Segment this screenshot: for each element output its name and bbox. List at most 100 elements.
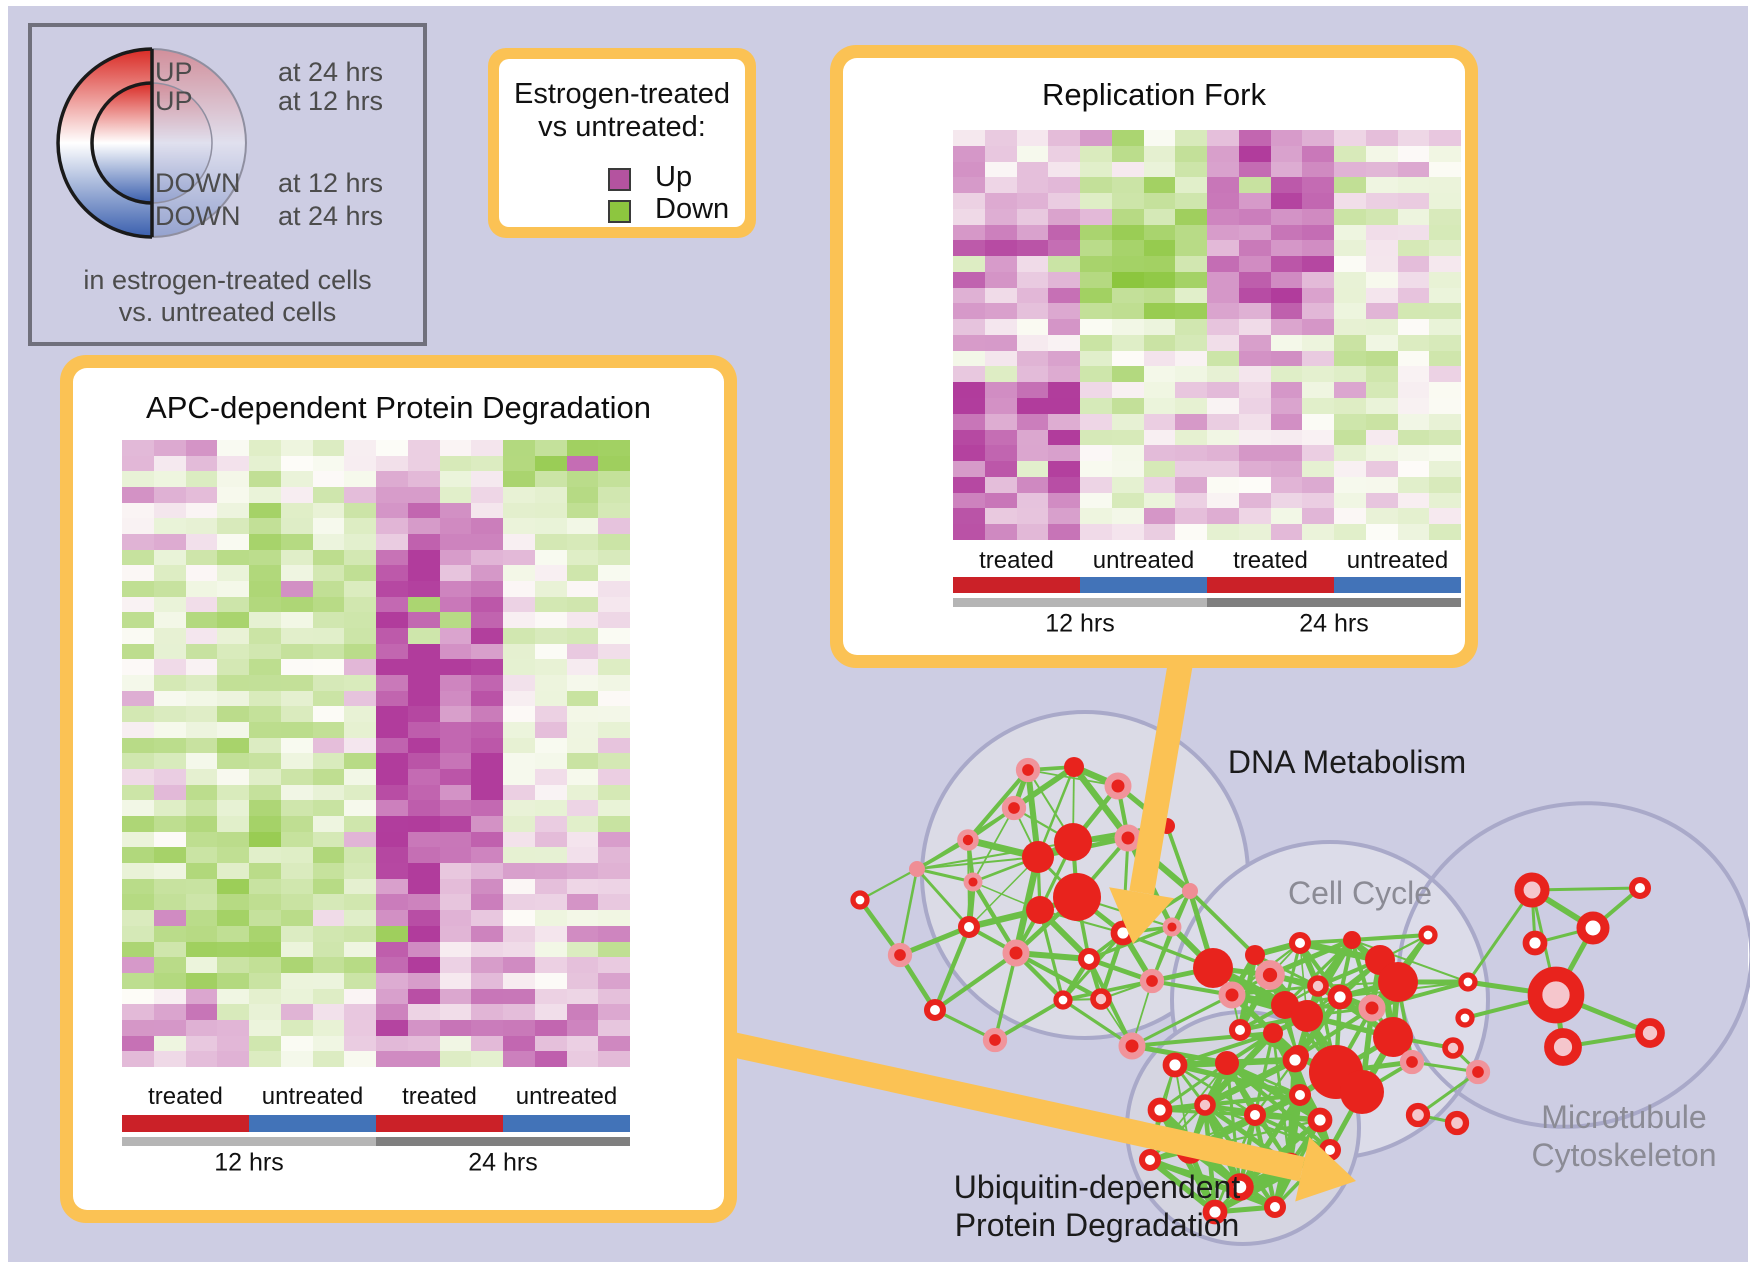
heat-cell [376,659,408,676]
heat-cell [1270,382,1303,399]
network-edge [1174,1062,1301,1098]
heat-cell [217,769,249,785]
heat-cell [566,706,599,723]
heat-cell [376,753,408,770]
heat-cell [1365,445,1398,462]
heat-cell [344,925,376,942]
heat-cell [376,769,408,785]
heat-cell [984,224,1017,241]
heat-cell [249,440,281,456]
heat-cell [153,612,186,629]
heat-cell [439,675,472,691]
heat-cell [534,487,567,503]
heat-cell [407,863,440,879]
heat-cell [471,910,503,926]
heat-cell [376,502,408,519]
heat-cell [1397,271,1430,288]
heat-cell [1048,334,1080,351]
treated-condition-bar [122,1115,249,1132]
heat-cell [953,177,985,194]
heat-row [953,161,1461,178]
heat-cell [1429,492,1461,509]
network-edge [1174,1031,1274,1067]
heat-cell [566,643,599,660]
heat-cell [280,487,313,503]
heat-cell [1143,461,1176,477]
heat-cell [122,925,154,942]
column-group-label-treated-0: treated [148,1083,223,1110]
heat-cell [376,596,408,613]
heat-cell [153,831,186,848]
heat-cell [953,256,985,272]
heat-cell [1207,350,1239,367]
heat-row [122,784,630,801]
heat-row [953,208,1461,225]
network-edge [1531,886,1641,892]
heat-cell [1302,461,1334,477]
heat-cell [598,1004,630,1020]
heat-cell [1175,366,1207,383]
heat-cell [1080,413,1112,430]
heat-cell [1397,224,1430,241]
heat-cell [217,847,249,864]
heat-cell [280,816,313,832]
network-node-ring-white [1522,930,1548,956]
heat-row [953,524,1461,540]
heat-cell [185,581,218,597]
heat-cell [249,612,281,629]
heat-row [122,1035,630,1052]
heat-cell [534,440,567,456]
heat-cell [185,831,218,848]
heat-cell [185,863,218,879]
heat-cell [1080,350,1112,367]
heat-cell [1270,193,1303,209]
heat-cell [153,596,186,613]
heat-cell [1207,524,1239,540]
heat-cell [598,941,630,958]
heat-cell [1016,145,1049,162]
heat-cell [1397,287,1430,304]
heat-cell [1175,224,1207,241]
heat-cell [534,612,567,629]
heat-cell [984,429,1017,446]
heat-cell [471,596,503,613]
heat-cell [953,145,985,162]
network-node-ring-white [1147,1097,1173,1123]
time-span-bar-12hrs [122,1137,376,1146]
heat-cell [566,628,599,644]
heat-cell [1397,177,1430,194]
heat-cell [598,784,630,801]
heat-row [122,659,630,676]
heat-cell [1270,145,1303,162]
outer-left-arc [56,47,153,239]
heat-cell [153,957,186,973]
heat-cell [1048,319,1080,335]
heat-cell [217,1035,249,1052]
heat-cell [1429,413,1461,430]
heat-cell [439,769,472,785]
heat-cell [280,1004,313,1020]
heat-cell [407,549,440,566]
heat-row [953,319,1461,335]
replication-fork-arrow-shaft [1129,627,1199,895]
heat-cell [1365,461,1398,477]
heat-cell [153,863,186,879]
heat-cell [503,1004,535,1020]
heat-cell [344,534,376,550]
heat-cell [217,675,249,691]
heat-cell [312,565,345,582]
network-node-ring-white [1289,932,1311,954]
heat-cell [122,549,154,566]
heat-cell [376,487,408,503]
up-label: Up [655,161,693,193]
heat-cell [280,1051,313,1067]
heat-cell [217,581,249,597]
heat-cell [249,737,281,754]
heat-cell [1397,303,1430,320]
heat-cell [1334,366,1366,383]
heat-cell [1016,271,1049,288]
network-edge [1203,1057,1297,1108]
heat-cell [1429,271,1461,288]
heat-cell [122,722,154,738]
heat-cell [1207,208,1239,225]
